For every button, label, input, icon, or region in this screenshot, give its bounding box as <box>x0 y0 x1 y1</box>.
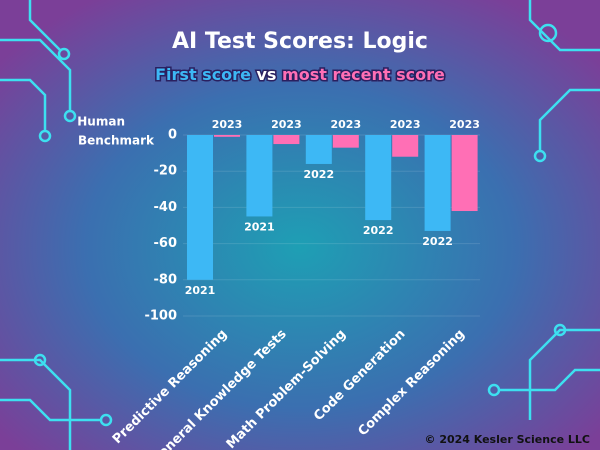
footer: © 2024 Kesler Science LLC <box>424 433 590 446</box>
y-tick-label: -60 <box>154 236 178 251</box>
bar <box>246 135 273 217</box>
y-tick-label: -100 <box>144 309 177 324</box>
y-tick-label: -80 <box>154 272 178 287</box>
year-label: 2023 <box>212 118 243 131</box>
legend-entry: most recent score <box>282 65 445 84</box>
bar <box>305 135 332 164</box>
year-label: 2021 <box>185 284 216 297</box>
y-tick-label: -20 <box>154 164 178 179</box>
y-axis-label: Benchmark <box>78 134 155 148</box>
year-label: 2023 <box>449 118 480 131</box>
y-tick-label: -40 <box>154 200 178 215</box>
legend-entry: First score <box>155 65 251 84</box>
y-axis-label: Human <box>77 115 125 129</box>
year-label: 2022 <box>303 168 334 181</box>
bar <box>365 135 392 221</box>
year-label: 2021 <box>244 220 275 233</box>
bar <box>451 135 478 212</box>
bar <box>214 135 240 137</box>
year-label: 2022 <box>422 235 453 248</box>
year-label: 2023 <box>271 118 302 131</box>
bar <box>424 135 451 231</box>
bar <box>187 135 213 280</box>
legend-separator: vs <box>257 65 277 84</box>
y-tick-label: 0 <box>168 128 177 143</box>
chart-title: AI Test Scores: Logic <box>172 29 428 54</box>
legend: First score vs most recent score <box>155 65 445 84</box>
bar <box>332 135 359 148</box>
year-label: 2022 <box>363 224 394 237</box>
bar <box>392 135 419 157</box>
year-label: 2023 <box>390 118 421 131</box>
bar <box>273 135 300 145</box>
year-label: 2023 <box>330 118 361 131</box>
